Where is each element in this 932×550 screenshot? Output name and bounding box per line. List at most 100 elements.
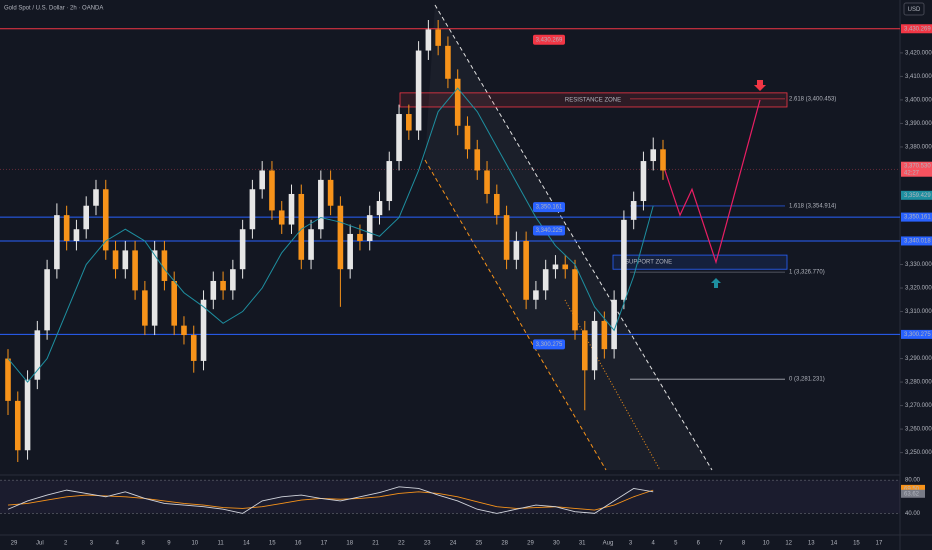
price-tag	[901, 329, 932, 339]
chart-tag-label: 3,300.275	[536, 342, 563, 348]
price-tag	[901, 161, 932, 177]
zone	[399, 92, 788, 108]
y-tick-label: 3,310.000	[905, 309, 932, 315]
price-tag	[901, 24, 932, 34]
candle-body	[161, 250, 168, 281]
candle-body	[386, 161, 393, 202]
candle-body	[542, 269, 549, 291]
y-tick-label: 3,280.000	[905, 380, 932, 386]
candle-body	[73, 229, 80, 241]
candle-body	[445, 45, 451, 79]
candle-body	[474, 149, 481, 171]
x-tick-label: 14	[830, 541, 837, 547]
countdown: 42:27	[904, 170, 920, 176]
candle-body	[337, 205, 344, 270]
y-tick-label: 3,320.000	[905, 286, 932, 292]
x-tick-label: 12	[785, 541, 792, 547]
rsi-ma	[7, 489, 654, 511]
rsi-tick-label: 40.00	[905, 511, 921, 517]
price-tag	[901, 212, 932, 222]
candle-body	[464, 125, 471, 150]
chart-tag-label: 3,350.161	[536, 205, 563, 211]
candle-body	[151, 250, 158, 326]
candle-body	[230, 269, 236, 291]
candle-body	[415, 50, 422, 131]
candle-body	[239, 229, 246, 270]
currency[interactable]: USD	[908, 7, 921, 13]
x-tick-label: 11	[217, 541, 224, 547]
x-tick-label: 24	[450, 541, 457, 547]
x-tick-label: 3	[90, 541, 94, 547]
x-tick-label: 4	[651, 541, 655, 547]
candle-body	[210, 280, 217, 300]
x-tick-label: 9	[167, 541, 171, 547]
x-tick-label: 15	[269, 541, 276, 547]
candle-body	[454, 78, 461, 126]
candle-body	[93, 189, 99, 206]
candle-body	[327, 179, 334, 206]
candle-body	[171, 280, 177, 326]
candle-body	[533, 290, 539, 300]
candle-body	[406, 114, 412, 131]
channel-fill	[425, 5, 712, 470]
price-tag-label: 3,430.269	[904, 26, 931, 32]
candle-body	[308, 229, 314, 260]
candle-body	[63, 215, 70, 241]
candle-body	[494, 193, 500, 216]
x-tick-label: 2	[64, 541, 68, 547]
candle-body	[278, 210, 285, 225]
candle-body	[112, 250, 119, 270]
x-tick-label: 17	[321, 541, 328, 547]
candle-body	[366, 215, 373, 241]
candle-body	[435, 29, 441, 46]
price-tag-label: 3,370.530	[904, 163, 931, 169]
candle-body	[298, 193, 305, 260]
candle-body	[640, 161, 647, 202]
y-tick-label: 3,380.000	[905, 145, 932, 151]
down-arrow	[754, 80, 766, 91]
candle-body	[24, 379, 31, 451]
y-tick-label: 3,400.000	[905, 98, 932, 104]
x-tick-label: 22	[398, 541, 405, 547]
rsi-tag	[901, 489, 925, 498]
candle-body	[513, 240, 520, 260]
y-tick-label: 3,390.000	[905, 121, 932, 127]
chart-tag-label: 3,430.269	[536, 37, 563, 43]
y-tick-label: 3,250.000	[905, 450, 932, 456]
up-arrow	[711, 278, 721, 288]
y-tick-label: 3,270.000	[905, 403, 932, 409]
candle-body	[503, 215, 510, 260]
chart-tag-label: 3,340.225	[536, 228, 563, 234]
candle-body	[181, 325, 187, 336]
x-tick-label: 23	[424, 541, 431, 547]
candle-body	[190, 335, 197, 361]
candle-body	[249, 189, 256, 230]
y-tick-label: 3,410.000	[905, 74, 932, 80]
y-tick-label: 3,330.000	[905, 262, 932, 268]
fib-label: 1.618 (3,354.914)	[789, 204, 836, 210]
candle-body	[562, 264, 569, 270]
x-tick-label: 10	[763, 541, 770, 547]
fib-label: 2.618 (3,400.453)	[789, 96, 836, 102]
x-tick-label: 14	[243, 541, 250, 547]
projection	[664, 99, 761, 265]
x-tick-label: 28	[501, 541, 508, 547]
candle-body	[591, 320, 598, 371]
candle-body	[660, 149, 666, 171]
candle-body	[259, 170, 265, 190]
chart-title: Gold Spot / U.S. Dollar · 2h · OANDA	[4, 6, 103, 12]
x-tick-label: Jul	[36, 541, 44, 547]
x-tick-label: 29	[11, 541, 18, 547]
currency-button[interactable]	[903, 2, 925, 16]
candle-body	[572, 269, 578, 331]
y-tick-label: 3,290.000	[905, 356, 932, 362]
candle-body	[347, 233, 353, 270]
rsi-tick-label: 80.00	[905, 478, 921, 484]
rsi-tag	[901, 484, 925, 493]
x-tick-label: 29	[527, 541, 534, 547]
zone	[612, 254, 788, 270]
candle-body	[523, 240, 529, 300]
candle-body	[34, 330, 41, 380]
x-tick-label: 17	[876, 541, 883, 547]
x-tick-label: 8	[742, 541, 746, 547]
